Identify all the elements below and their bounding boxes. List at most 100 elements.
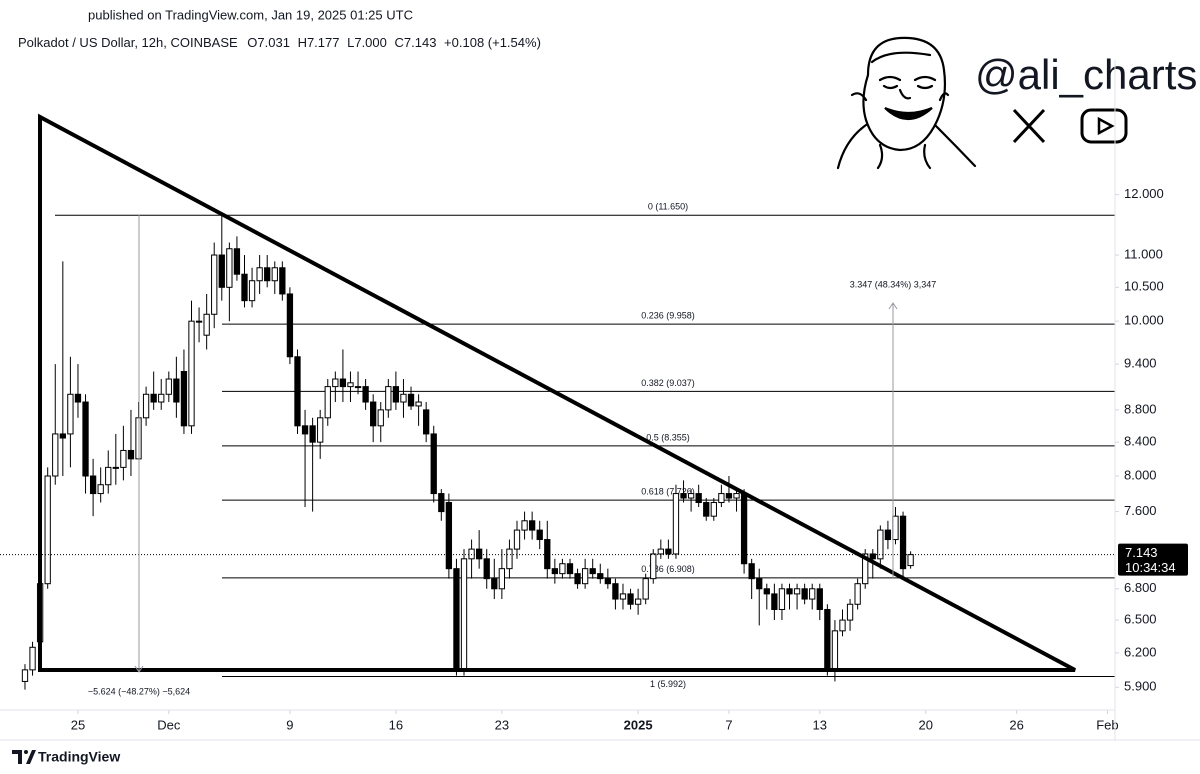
candle-body — [650, 553, 657, 580]
candle-body — [604, 578, 611, 585]
candle-body — [188, 320, 195, 427]
plot-area: 12.000 11.000 10.500 10.000 9.400 8.800 8.400 8… — [0, 186, 1164, 732]
candle-body — [332, 378, 339, 388]
triangle-pattern — [38, 113, 1076, 672]
candle-body — [294, 356, 301, 427]
candle-body — [370, 401, 377, 427]
candle-body — [339, 378, 347, 388]
candle-body — [672, 493, 680, 555]
candle-body — [498, 568, 506, 590]
measure-down — [134, 215, 144, 673]
candle-body — [347, 382, 354, 388]
x-tick-label: 25 — [71, 717, 85, 732]
x-tick-label: 7 — [725, 717, 732, 732]
candle-body — [521, 520, 528, 531]
candle-body — [869, 553, 876, 560]
x-tick-label: 13 — [813, 717, 827, 732]
candle-body — [536, 529, 543, 541]
y-tick-label: 12.000 — [1124, 186, 1164, 201]
symbol-legend: Polkadot / US Dollar, 12h, COINBASE O7.0… — [18, 35, 541, 50]
candle-body — [377, 409, 384, 427]
y-tick-label: 5.900 — [1124, 679, 1157, 694]
candle-body — [513, 529, 521, 550]
candle-body — [74, 393, 82, 403]
last-price-tag — [1118, 543, 1188, 576]
candle-body — [59, 433, 66, 439]
candle-body — [233, 248, 241, 275]
candle-body — [476, 548, 483, 560]
candle-body — [619, 593, 627, 600]
candle-body — [271, 267, 278, 282]
ohlc-open: O7.031 — [247, 35, 290, 50]
candle-body — [173, 378, 180, 403]
candle-body — [665, 548, 672, 555]
candle-body — [718, 493, 725, 504]
y-tick-label: 11.000 — [1124, 246, 1163, 261]
candle-body — [460, 558, 468, 671]
candle-body — [415, 401, 422, 407]
candle-body — [544, 539, 551, 570]
candle-body — [165, 378, 172, 395]
candle-body — [786, 588, 793, 595]
candle-body — [725, 493, 733, 499]
candle-body — [710, 502, 717, 517]
y-tick-label: 10.500 — [1124, 279, 1164, 294]
candle-body — [120, 449, 127, 468]
candle-body — [158, 393, 165, 403]
x-tick-label: 26 — [1009, 717, 1023, 732]
candle-body — [566, 563, 574, 575]
candle-body — [854, 583, 861, 605]
candle-body — [423, 409, 430, 435]
candle-body — [597, 573, 604, 580]
candle-body — [733, 493, 740, 499]
fib-label: 0.618 (7.726) — [641, 487, 695, 497]
candle-body — [612, 583, 619, 600]
candle-body — [748, 563, 755, 580]
measure-label: −5.624 (−48.27%) −5,624 — [88, 686, 190, 696]
candle-body — [256, 267, 263, 282]
candle-body — [892, 515, 899, 541]
measure-up — [888, 302, 898, 578]
x-tick-label: 16 — [389, 717, 403, 732]
candle-body — [877, 529, 884, 560]
countdown-label: 10:34:34 — [1125, 560, 1176, 575]
candle-body — [67, 393, 74, 435]
candle-body — [362, 386, 369, 403]
candle-body — [150, 393, 157, 403]
candle-body — [21, 669, 29, 682]
candle-body — [793, 588, 801, 595]
x-logo — [1012, 108, 1046, 144]
candle-body — [687, 493, 695, 499]
candle-body — [52, 433, 59, 477]
handle: @ali_charts — [975, 51, 1197, 98]
candle-body — [407, 393, 415, 407]
candle-body — [551, 568, 559, 575]
candle-body — [286, 293, 294, 358]
fib-label: 0.5 (8.355) — [646, 432, 690, 442]
last-price-label: 7.143 — [1125, 545, 1158, 560]
candle-body — [180, 371, 188, 427]
candle-body — [846, 603, 854, 621]
candle-body — [218, 254, 225, 288]
candle-body — [899, 515, 907, 570]
candle-body — [392, 386, 400, 403]
candle-body — [657, 548, 664, 555]
candle-body — [801, 588, 808, 600]
candle-body — [740, 493, 748, 565]
candle-body — [907, 554, 914, 567]
ohlc-high: H7.177 — [298, 35, 340, 50]
x-tick-label: 23 — [495, 717, 509, 732]
y-tick-label: 8.800 — [1124, 401, 1157, 416]
x-tick-label: Feb — [1096, 717, 1118, 732]
ohlc-change: +0.108 (+1.54%) — [444, 35, 541, 50]
candle-body — [468, 548, 475, 560]
candle-body — [44, 475, 51, 585]
candle-body — [248, 280, 256, 302]
x-tick-label: 2025 — [624, 717, 653, 732]
y-tick-label: 6.200 — [1124, 644, 1157, 659]
candle-body — [703, 502, 710, 517]
candle-body — [816, 588, 823, 610]
fib-label: 0.382 (9.037) — [641, 378, 695, 388]
ohlc-low: L7.000 — [347, 35, 387, 50]
